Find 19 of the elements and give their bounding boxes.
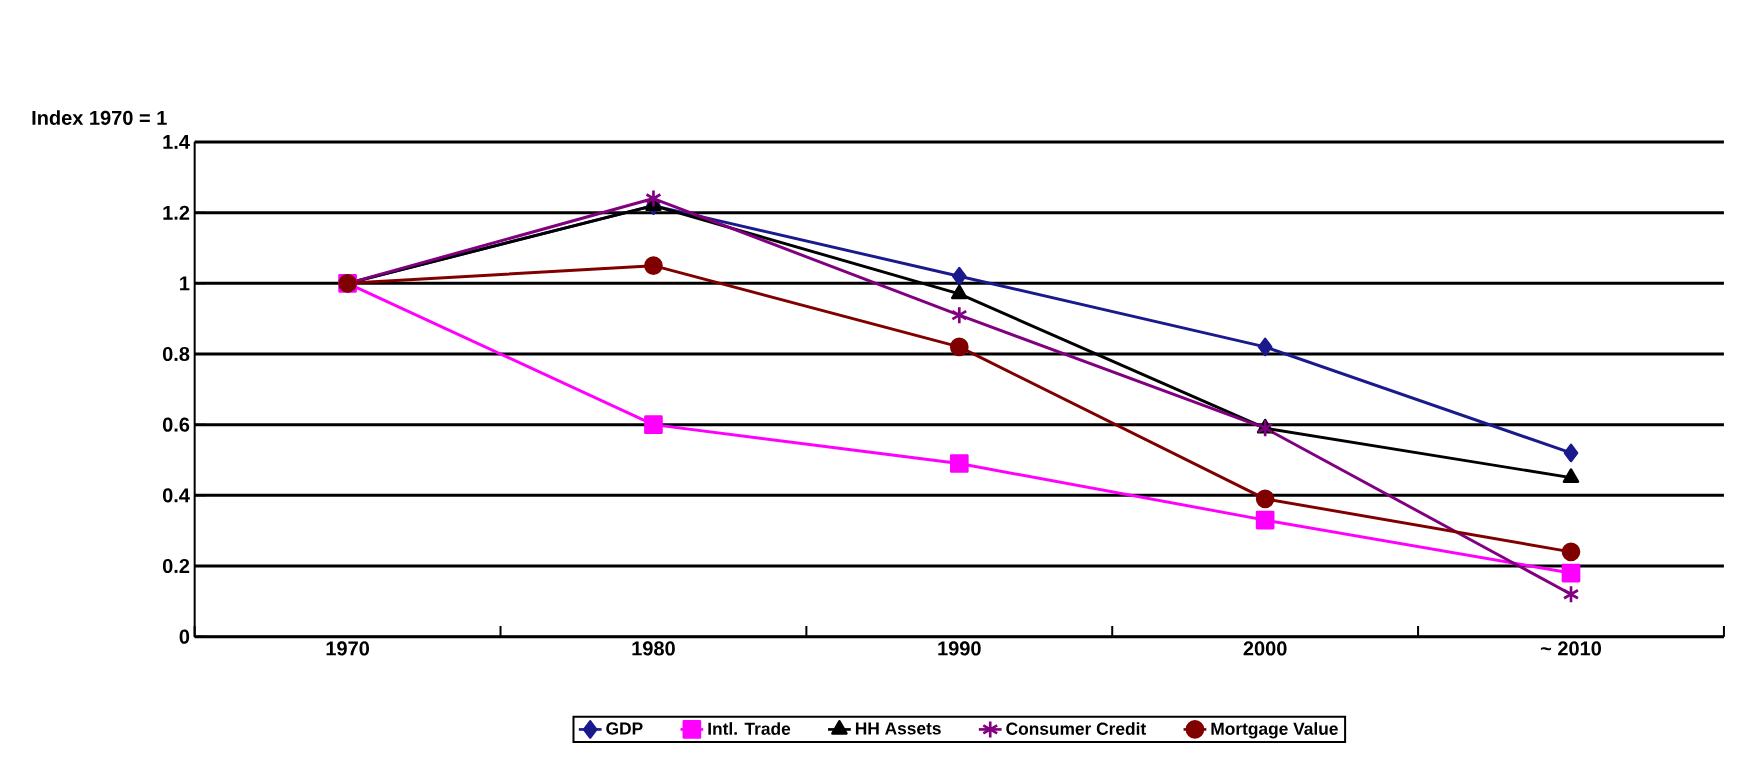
legend-label: Consumer Credit <box>1006 722 1146 735</box>
legend-label: Mortgage Value <box>1211 722 1338 739</box>
legend-label: HH Assets <box>855 722 941 735</box>
x-tick-label: 1980 <box>632 641 675 656</box>
y-tick-label: 1.4 <box>163 135 190 149</box>
y-axis-title: Index 1970 = 1 <box>32 110 167 125</box>
x-tick-label: 1970 <box>326 641 369 656</box>
y-tick-label: 1.2 <box>163 205 190 220</box>
y-tick-label: 0.8 <box>162 346 190 362</box>
y-tick-label: 0.2 <box>162 558 190 574</box>
y-tick-label: 0.6 <box>162 417 190 432</box>
x-tick-label: 2000 <box>1243 641 1287 656</box>
legend-label: GDP <box>606 722 643 735</box>
y-tick-label: 0 <box>179 629 190 644</box>
x-tick-label: 1990 <box>938 641 981 656</box>
y-tick-label: 0.4 <box>162 488 190 503</box>
x-tick-label: ~ 2010 <box>1540 641 1601 656</box>
y-tick-label: 1 <box>180 276 190 291</box>
legend-label: Intl. Trade <box>708 722 791 735</box>
